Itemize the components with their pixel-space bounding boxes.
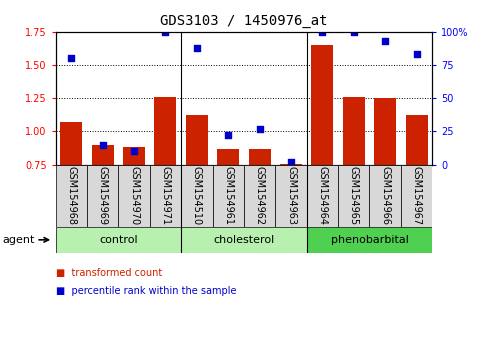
Bar [249,149,270,165]
Text: GSM154966: GSM154966 [380,166,390,225]
Point [319,29,327,35]
Text: GSM154964: GSM154964 [317,166,327,225]
Text: GSM154968: GSM154968 [66,166,76,225]
Point [68,56,75,61]
Bar [343,97,365,165]
Bar [307,165,338,227]
Text: GSM154969: GSM154969 [98,166,108,225]
Text: control: control [99,235,138,245]
Bar [181,165,213,227]
Bar [213,165,244,227]
Text: ■  transformed count: ■ transformed count [56,268,162,278]
Point [99,142,107,148]
Point [382,38,389,44]
Bar [312,45,333,165]
Bar [123,147,145,165]
Text: GSM154963: GSM154963 [286,166,296,225]
Bar [338,165,369,227]
Point [130,149,138,154]
Bar [280,164,302,165]
Point [412,52,420,57]
Bar [60,122,82,165]
Bar [155,97,176,165]
Text: GSM154510: GSM154510 [192,166,202,225]
Bar [406,115,427,165]
Bar [56,227,181,253]
Bar [118,165,150,227]
Bar [87,165,118,227]
Bar [374,98,396,165]
Text: GSM154967: GSM154967 [412,166,422,225]
Point [193,45,201,51]
Bar [56,165,87,227]
Bar [150,165,181,227]
Point [256,126,264,132]
Bar [244,165,275,227]
Text: GSM154970: GSM154970 [129,166,139,225]
Bar [401,165,432,227]
Bar [181,227,307,253]
Text: GDS3103 / 1450976_at: GDS3103 / 1450976_at [160,14,327,28]
Bar [275,165,307,227]
Text: GSM154971: GSM154971 [160,166,170,225]
Point [350,29,357,35]
Bar [186,115,208,165]
Text: GSM154961: GSM154961 [223,166,233,225]
Point [224,132,232,138]
Text: ■  percentile rank within the sample: ■ percentile rank within the sample [56,286,236,296]
Text: GSM154962: GSM154962 [255,166,265,225]
Text: agent: agent [2,235,35,245]
Bar [369,165,401,227]
Point [161,29,170,35]
Text: GSM154965: GSM154965 [349,166,359,225]
Text: cholesterol: cholesterol [213,235,274,245]
Bar [217,149,239,165]
Point [287,159,295,165]
Text: phenobarbital: phenobarbital [330,235,409,245]
Bar [307,227,432,253]
Bar [92,145,114,165]
